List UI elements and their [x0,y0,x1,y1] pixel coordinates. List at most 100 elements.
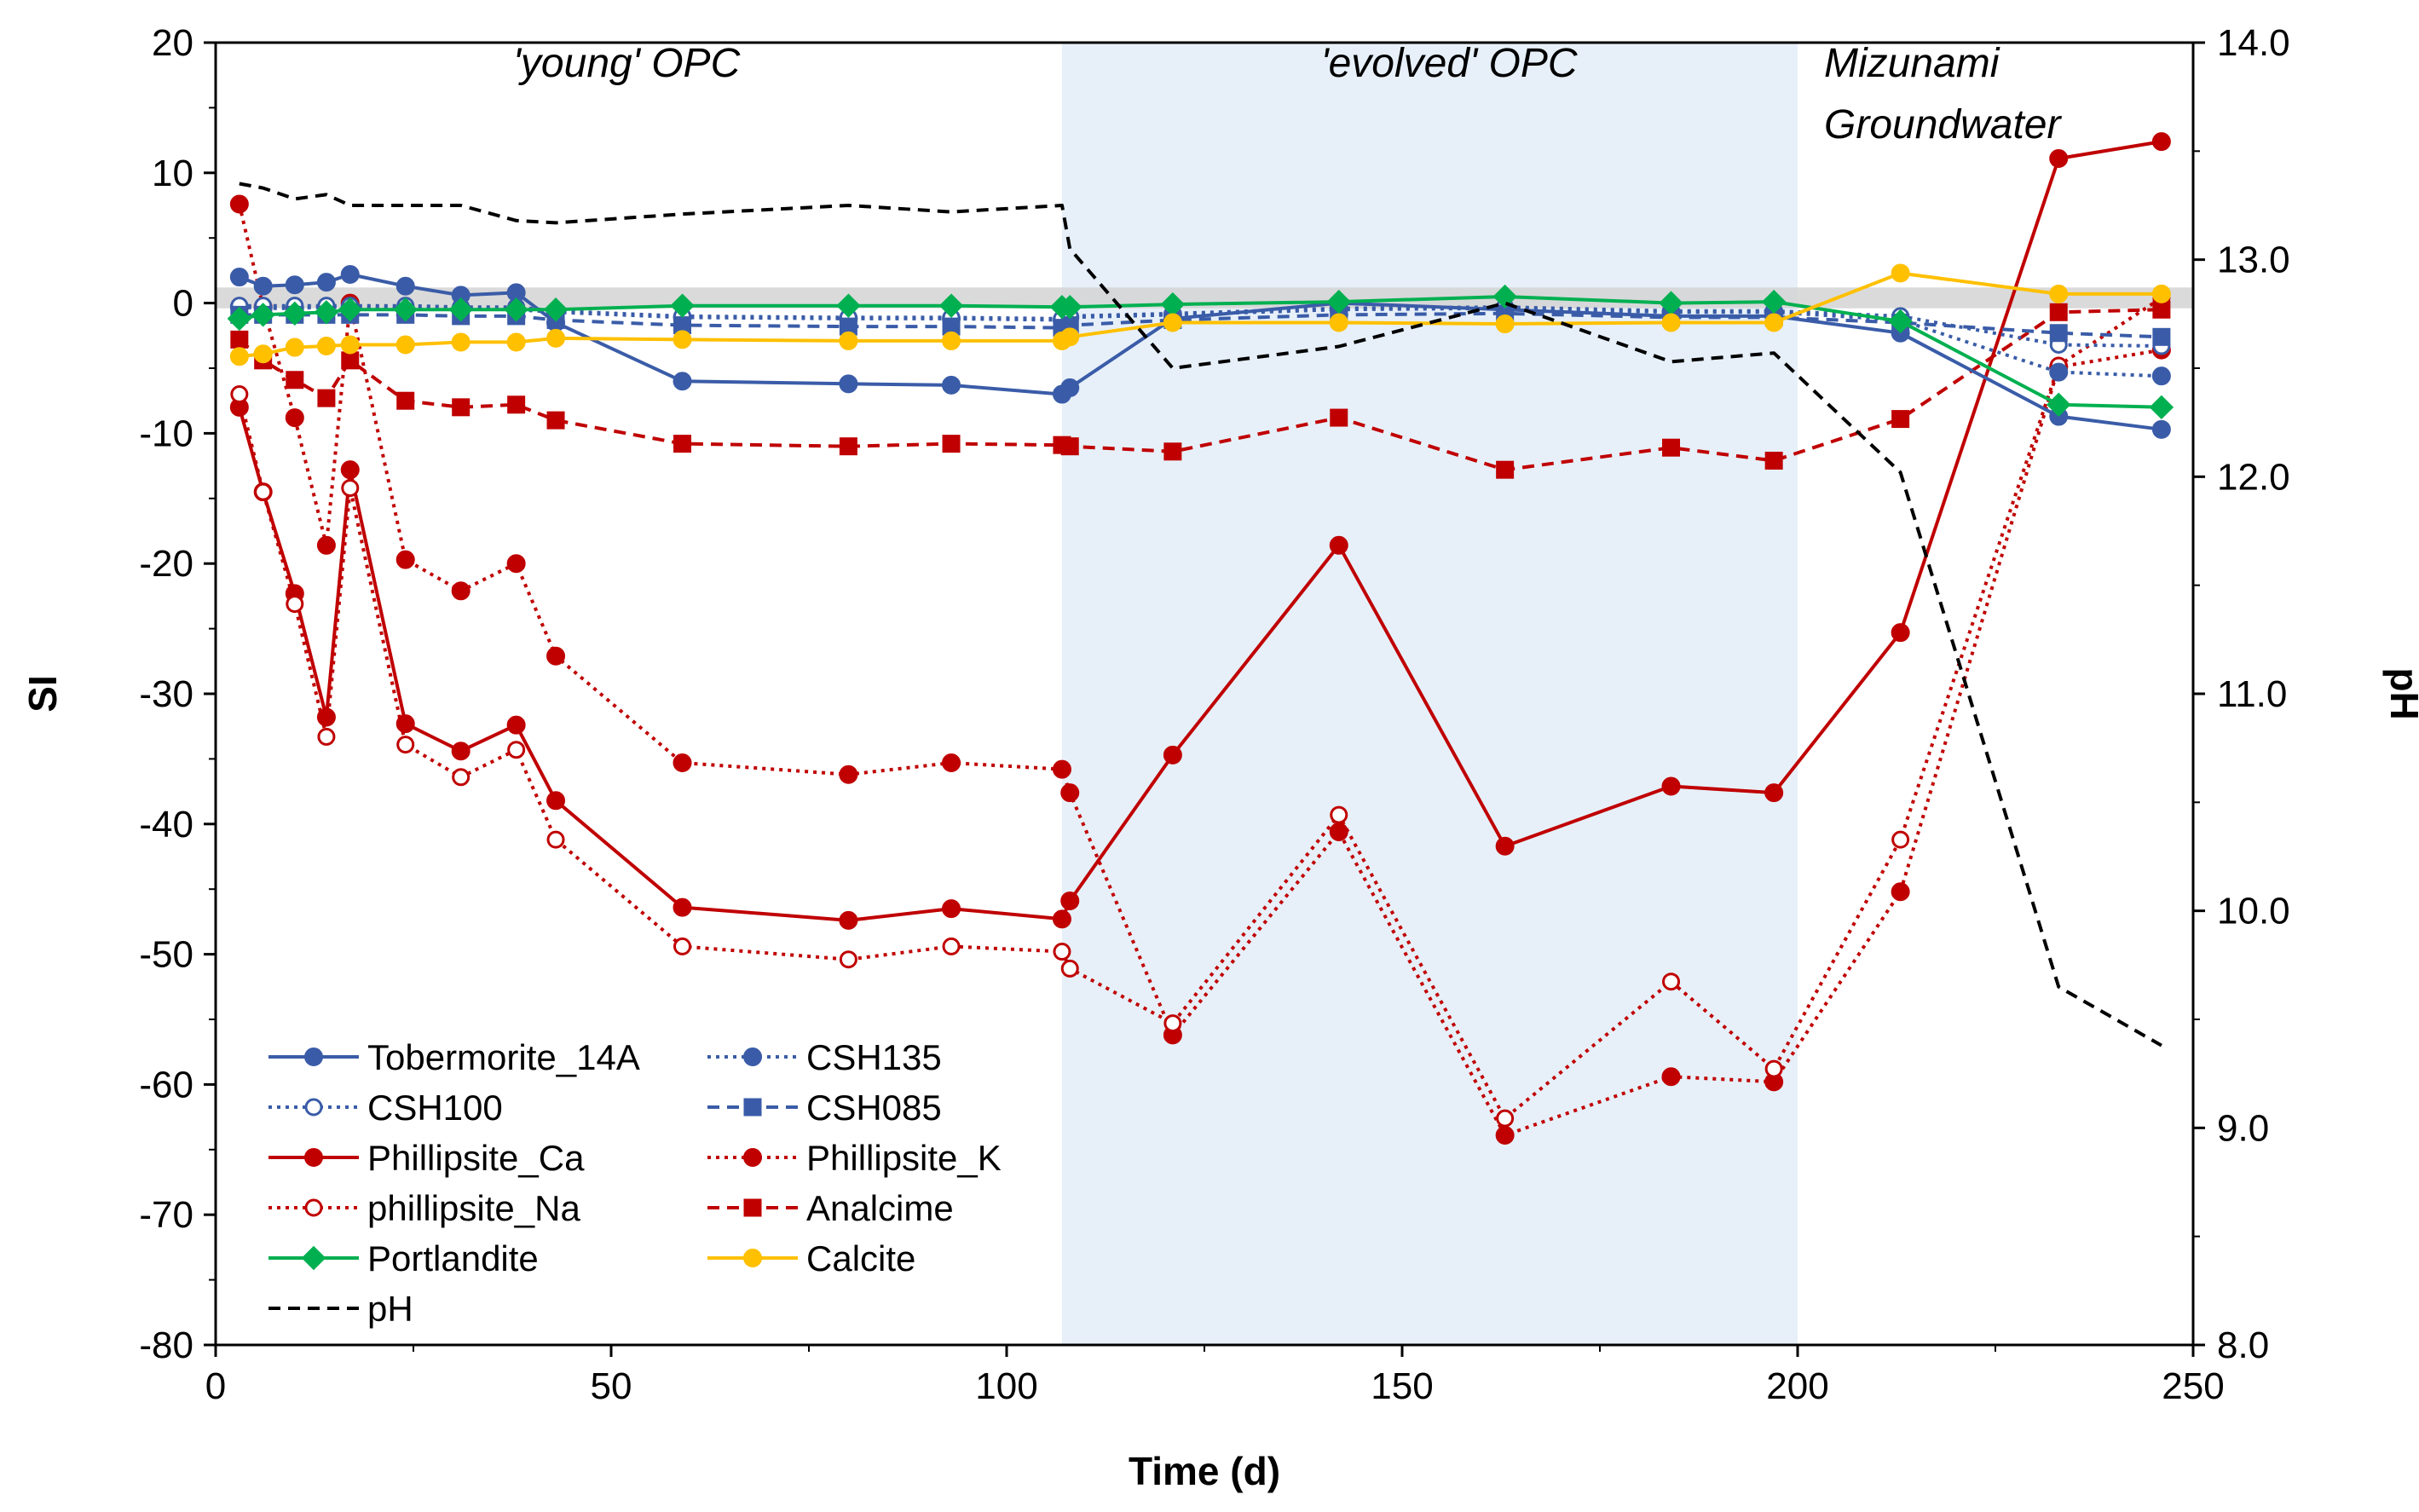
data-point-phillipsite-ca [942,899,961,919]
data-point-calcite [2049,284,2069,303]
x-tick-label: 150 [1371,1365,1433,1407]
data-point-portlandite [1888,309,1913,334]
data-point-phillipsite-na [317,727,336,746]
data-point-calcite [506,332,526,352]
data-point-phillipsite-na [1163,1014,1182,1033]
legend-swatch-marker [301,1245,326,1271]
data-point-calcite [451,332,471,352]
data-point-tobermorite-14a [942,375,961,395]
data-point-tobermorite-14a [839,374,858,394]
series-line-phillipsite-k [237,204,2162,1137]
y-axis-title: SI [20,675,65,712]
data-point-analcime [396,391,415,410]
data-point-phillipsite-k [395,550,415,569]
data-point-phillipsite-ca [506,715,526,735]
data-point-calcite [546,328,566,348]
y2-tick-label: 8.0 [2217,1324,2269,1366]
series-line-portlandite [239,295,2162,409]
data-point-portlandite [282,301,308,326]
data-point-phillipsite-na [341,479,360,498]
legend-label: CSH135 [806,1037,942,1077]
data-point-phillipsite-k [546,646,566,666]
series-layer [227,132,2174,1145]
data-point-tobermorite-14a [316,273,336,292]
data-point-phillipsite-ca [1060,891,1080,910]
series-line-csh100 [239,303,2162,348]
data-point-analcime [546,411,565,430]
data-point-phillipsite-k [1329,822,1348,841]
y-tick-label: 20 [152,22,193,64]
legend-swatch-marker [304,1148,323,1167]
legend-swatch-marker [304,1198,323,1217]
data-point-portlandite [2149,395,2174,420]
data-point-phillipsite-ca [340,460,360,480]
data-point-analcime [341,351,360,370]
data-point-phillipsite-ca [451,742,471,761]
data-point-phillipsite-na [1662,972,1681,991]
region-label-young-opc: 'young' OPC [513,41,741,86]
data-point-phillipsite-ca [1495,836,1515,856]
data-point-phillipsite-ca [1661,776,1681,796]
data-point-phillipsite-na [1330,805,1348,824]
y2-tick-label: 10.0 [2217,891,2290,932]
data-point-portlandite [1058,294,1082,320]
legend-label: phillipsite_Na [367,1188,580,1228]
legend: Tobermorite_14A CSH135 CSH100 CSH085 Phillip… [268,1037,1002,1329]
legend-label: CSH100 [367,1088,503,1128]
series-line-phillipsite-ca [237,140,2162,922]
data-point-calcite [253,344,273,364]
evolved-opc-region [1061,43,1798,1345]
data-point-portlandite [393,297,418,322]
data-point-tobermorite-14a [340,264,360,284]
data-point-phillipsite-na [254,482,273,501]
legend-label: Analcime [806,1188,954,1228]
series-line-ph [239,182,2162,1047]
data-point-phillipsite-na [1060,959,1079,978]
data-point-analcime [1496,460,1515,479]
legend-swatch-marker [743,1148,762,1167]
series-line-tobermorite-14a [239,273,2162,431]
legend-item-portlandite: Portlandite [268,1238,539,1278]
legend-swatch-marker [743,1098,762,1117]
data-point-tobermorite-14a [229,268,249,287]
data-point-portlandite [314,300,339,325]
legend-swatch-marker [304,1047,323,1066]
data-point-portlandite [227,306,252,332]
legend-swatch-marker [743,1249,762,1267]
data-point-phillipsite-na [1764,1059,1783,1078]
data-point-csh085 [2152,327,2171,346]
x-tick-label: 100 [975,1365,1037,1407]
data-point-calcite [1891,263,1910,283]
series-phillipsite-na [230,288,2171,1128]
data-point-analcime [452,398,471,417]
data-point-phillipsite-ca [1891,623,1910,643]
legend-label: CSH085 [806,1088,942,1128]
data-point-phillipsite-k [1060,783,1080,803]
data-point-phillipsite-k [839,765,858,784]
x-tick-label: 200 [1766,1365,1828,1407]
data-point-phillipsite-ca [395,714,415,734]
data-point-analcime [673,435,692,453]
data-point-phillipsite-na [546,830,565,849]
data-point-phillipsite-na [1053,943,1071,961]
data-point-csh085 [2049,324,2068,343]
data-point-analcime [286,371,304,390]
data-point-phillipsite-na [839,950,857,969]
data-point-analcime [1330,408,1348,427]
data-point-tobermorite-14a [285,275,304,295]
series-line-phillipsite-na [237,296,2162,1121]
legend-item-phillipsite-ca: Phillipsite_Ca [268,1138,585,1178]
data-point-analcime [2049,303,2068,321]
legend-label: Tobermorite_14A [367,1037,640,1077]
data-point-phillipsite-k [506,554,526,574]
data-point-calcite [1661,313,1681,332]
legend-swatch-marker [743,1198,762,1217]
y-tick-label: -40 [139,804,193,845]
data-point-phillipsite-ca [1329,535,1348,555]
data-point-phillipsite-k [229,194,249,214]
data-point-calcite [395,335,415,355]
y2-tick-label: 9.0 [2217,1107,2269,1149]
y-tick-label: -60 [139,1064,193,1105]
legend-item-calcite: Calcite [707,1238,915,1278]
